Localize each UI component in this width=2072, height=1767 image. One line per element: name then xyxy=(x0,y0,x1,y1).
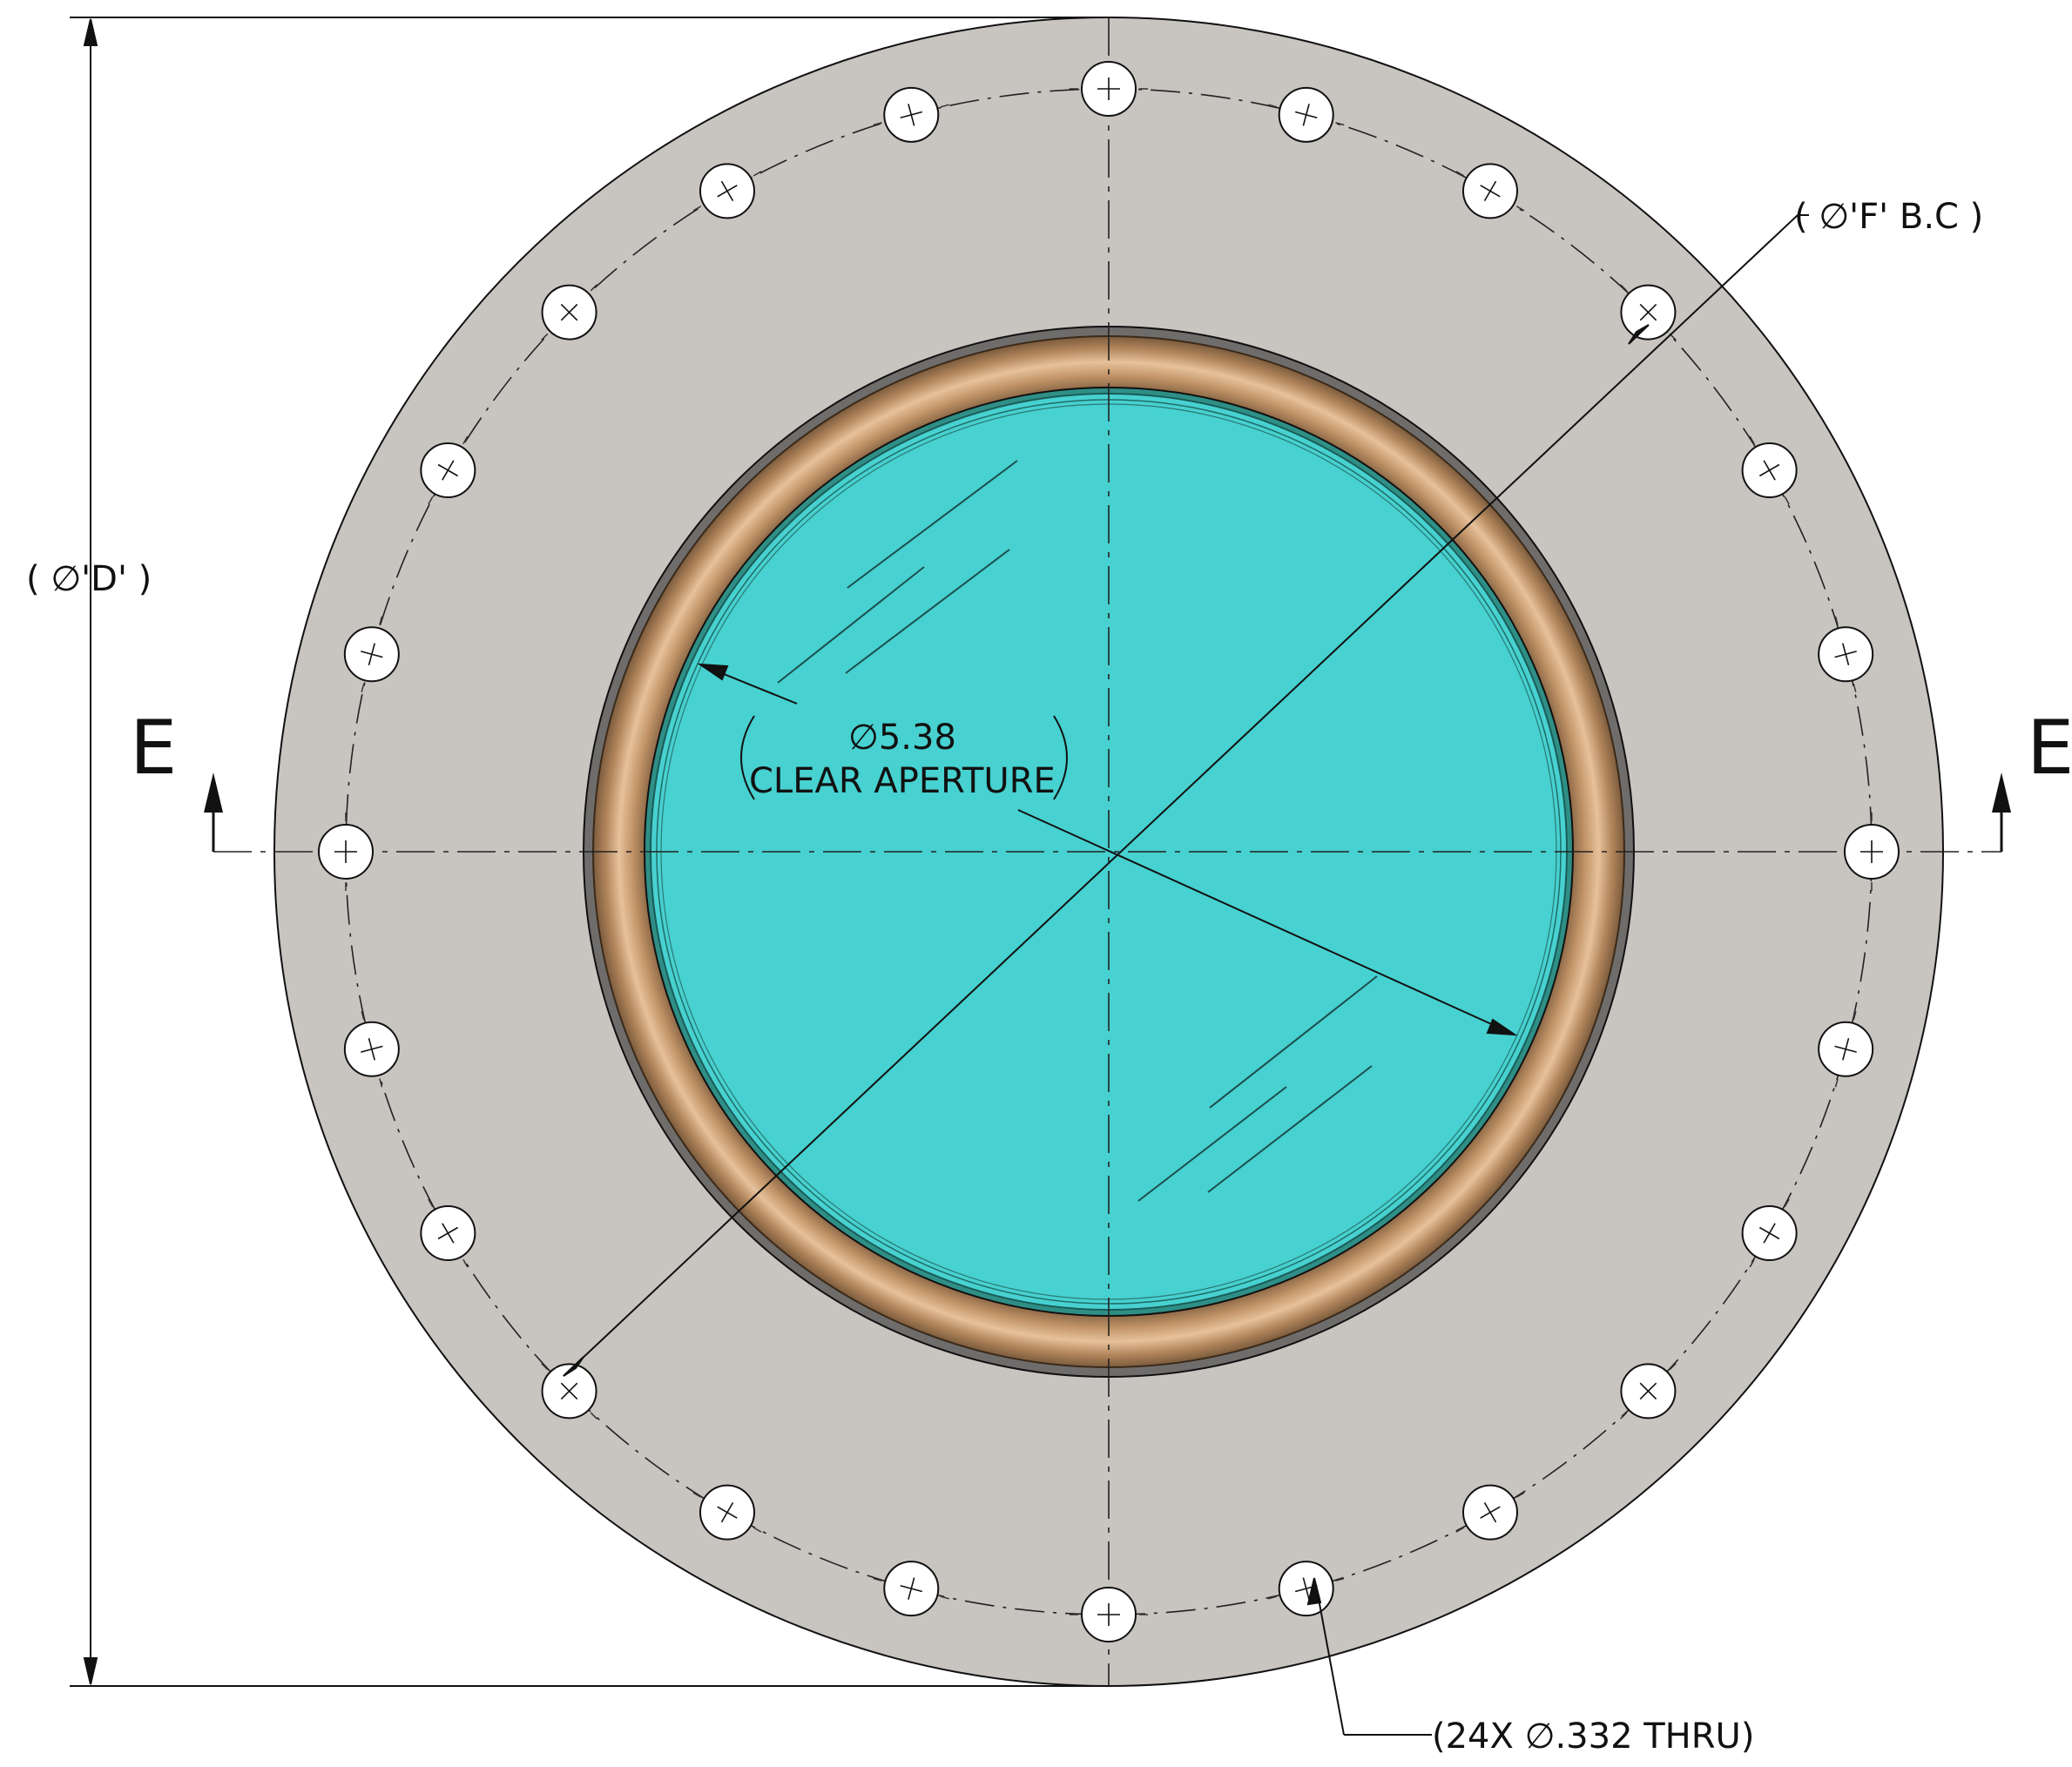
bolt-hole xyxy=(1268,86,1345,143)
bolt-hole xyxy=(1455,1484,1525,1541)
bolt-hole xyxy=(1620,284,1677,341)
section-label-right: E xyxy=(2027,705,2072,792)
section-arrow-left xyxy=(204,772,223,813)
dimension-holes xyxy=(1306,1577,1432,1736)
bolt-hole xyxy=(541,1363,597,1420)
bolt-hole xyxy=(318,813,374,891)
bolt-hole xyxy=(873,86,949,143)
bolt-holes xyxy=(318,61,1900,1642)
clear-aperture-paren-right xyxy=(1053,715,1068,800)
dimension-f xyxy=(563,214,1809,1377)
bolt-hole xyxy=(420,1198,476,1268)
bolt-hole xyxy=(1741,435,1798,505)
section-arrow-right xyxy=(1992,772,2011,813)
bolt-hole xyxy=(1620,1363,1677,1420)
section-label-left: E xyxy=(130,705,177,792)
dimension-clear-aperture xyxy=(697,663,1518,1036)
bolt-hole xyxy=(1818,616,1874,692)
bolt-circle-label: ( ∅'F' B.C ) xyxy=(1794,197,1983,237)
bolt-hole xyxy=(1070,61,1148,117)
bolt-hole xyxy=(420,435,476,505)
diameter-d-label: ( ∅'D' ) xyxy=(26,559,152,599)
bolt-hole xyxy=(692,163,762,219)
bolt-hole xyxy=(1818,1011,1874,1088)
bolt-hole xyxy=(692,1484,762,1541)
bolt-hole xyxy=(343,616,400,692)
clear-aperture-text: CLEAR APERTURE xyxy=(749,761,1056,801)
bolt-hole xyxy=(1741,1198,1798,1268)
bolt-hole xyxy=(541,284,597,341)
center-lines xyxy=(213,17,2001,1686)
clear-aperture-value: ∅5.38 xyxy=(848,718,956,758)
bolt-hole xyxy=(1070,1587,1148,1642)
bolt-hole xyxy=(1844,813,1900,891)
holes-callout-label: (24X ∅.332 THRU) xyxy=(1432,1716,1754,1757)
dimension-d xyxy=(70,17,1109,1687)
bolt-hole xyxy=(343,1011,400,1088)
glass-reflection-marks xyxy=(777,460,1378,1202)
bolt-hole xyxy=(1455,163,1525,219)
clear-aperture-paren-left xyxy=(740,715,755,800)
bolt-hole xyxy=(873,1561,949,1617)
